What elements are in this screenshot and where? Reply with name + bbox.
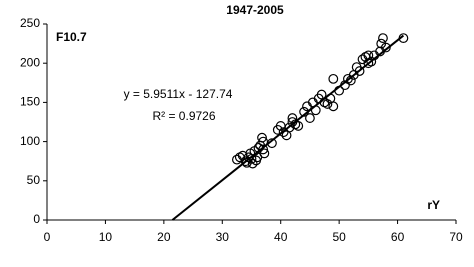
y-tick-label: 250 bbox=[20, 16, 40, 30]
y-tick-label: 150 bbox=[20, 95, 40, 109]
trendline-equation: y = 5.9511x - 127.74 bbox=[124, 87, 233, 101]
point bbox=[258, 144, 269, 155]
x-tick-label: 10 bbox=[99, 230, 113, 244]
point bbox=[278, 127, 289, 138]
x-tick-label: 60 bbox=[391, 230, 405, 244]
x-tick-label: 20 bbox=[157, 230, 171, 244]
point bbox=[354, 66, 365, 76]
point bbox=[293, 121, 304, 131]
point bbox=[378, 33, 388, 44]
x-tick-label: 30 bbox=[216, 230, 230, 244]
point bbox=[328, 73, 339, 84]
point bbox=[363, 50, 374, 61]
y-tick-label: 200 bbox=[20, 55, 40, 69]
point bbox=[259, 148, 270, 159]
x-tick-label: 70 bbox=[449, 230, 463, 244]
point bbox=[287, 113, 298, 123]
trendline bbox=[171, 34, 405, 221]
x-tick-label: 50 bbox=[332, 230, 346, 244]
x-tick-label: 40 bbox=[274, 230, 288, 244]
trendline-r2: R² = 0.9726 bbox=[152, 109, 215, 123]
y-tick-label: 50 bbox=[27, 173, 41, 187]
point bbox=[257, 132, 267, 143]
y-tick-label: 0 bbox=[33, 212, 40, 226]
point bbox=[322, 99, 333, 109]
point bbox=[380, 42, 391, 53]
panel-label: F10.7 bbox=[56, 30, 87, 44]
chart-title: 1947-2005 bbox=[226, 3, 284, 17]
x-tick-label: 0 bbox=[44, 230, 51, 244]
point bbox=[366, 56, 377, 67]
point bbox=[247, 158, 258, 169]
x-axis-label: rY bbox=[427, 198, 440, 212]
point bbox=[328, 101, 339, 112]
point bbox=[305, 113, 315, 123]
y-tick-label: 100 bbox=[20, 134, 40, 148]
